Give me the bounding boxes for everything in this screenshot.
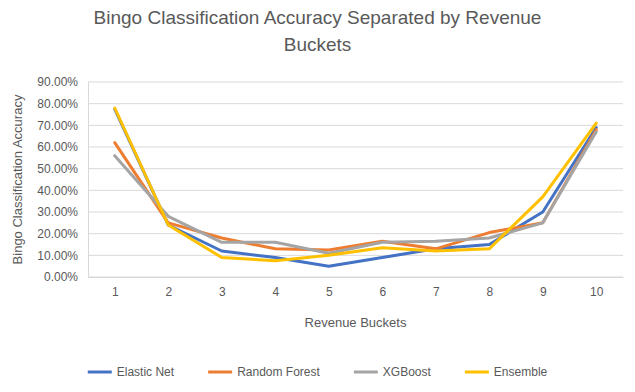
x-tick: 7 [433, 277, 440, 299]
grid-line [88, 103, 623, 104]
x-axis-title: Revenue Buckets [305, 315, 407, 330]
y-tick: 70.00% [37, 119, 88, 133]
x-tick: 3 [219, 277, 226, 299]
y-tick-label: 70.00% [37, 119, 78, 133]
legend-label: Random Forest [237, 365, 320, 379]
x-tick-label: 7 [433, 285, 440, 299]
y-tick: 20.00% [37, 227, 88, 241]
y-tick-label: 80.00% [37, 97, 78, 111]
chart-svg: 0.00% 10.00% 20.00% 30.00% 40.00% 50.00% 60.00… [0, 0, 635, 392]
x-tick-label: 9 [540, 285, 547, 299]
x-axis-line [89, 277, 624, 278]
grid [88, 82, 623, 277]
y-tick-label: 20.00% [37, 227, 78, 241]
x-tick: 4 [272, 277, 279, 299]
x-tick: 8 [486, 277, 493, 299]
legend-item: Elastic Net [88, 365, 175, 379]
y-tick-label: 60.00% [37, 140, 78, 154]
x-tick: 2 [165, 277, 172, 299]
y-tick-label: 90.00% [37, 75, 78, 89]
y-tick: 50.00% [37, 162, 88, 176]
y-axis: 0.00% 10.00% 20.00% 30.00% 40.00% 50.00% 60.00… [37, 75, 88, 284]
grid-line [88, 125, 623, 126]
series-line [115, 109, 597, 266]
chart-container: 0.00% 10.00% 20.00% 30.00% 40.00% 50.00% 60.00… [0, 0, 635, 392]
legend-swatch [208, 371, 232, 374]
y-tick: 60.00% [37, 140, 88, 154]
y-tick: 30.00% [37, 205, 88, 219]
y-tick: 10.00% [37, 249, 88, 263]
y-axis-title: Bingo Classification Accuracy [10, 94, 25, 264]
grid-line [88, 168, 623, 169]
legend-swatch [88, 371, 112, 374]
legend-item: XGBoost [354, 365, 432, 379]
x-tick-label: 8 [486, 285, 493, 299]
x-tick: 10 [590, 277, 604, 299]
legend-swatch [354, 371, 378, 374]
grid-line [88, 233, 623, 234]
series-line [115, 108, 597, 261]
y-tick: 80.00% [37, 97, 88, 111]
x-tick-label: 5 [326, 285, 333, 299]
y-tick-label: 50.00% [37, 162, 78, 176]
y-tick-label: 30.00% [37, 205, 78, 219]
x-tick-label: 6 [379, 285, 386, 299]
x-tick: 1 [112, 277, 119, 299]
series-line [115, 130, 597, 250]
legend-item: Random Forest [208, 365, 320, 379]
y-tick: 40.00% [37, 184, 88, 198]
legend-item: Ensemble [465, 365, 548, 379]
title-line: Bingo Classification Accuracy Separated … [94, 7, 542, 28]
x-tick: 6 [379, 277, 386, 299]
grid-line [88, 277, 623, 278]
y-tick-label: 10.00% [37, 249, 78, 263]
y-tick: 90.00% [37, 75, 88, 89]
legend-label: Elastic Net [117, 365, 175, 379]
y-tick: 0.00% [44, 270, 88, 284]
x-tick-label: 3 [219, 285, 226, 299]
x-tick-label: 1 [112, 285, 119, 299]
title-line: Buckets [284, 34, 352, 55]
x-tick: 9 [540, 277, 547, 299]
grid-line [88, 82, 623, 83]
legend: Elastic Net Random Forest XGBoost Ensemble [88, 365, 548, 379]
x-axis: 1 2 3 4 5 6 7 8 9 10 [89, 277, 624, 299]
legend-label: Ensemble [494, 365, 548, 379]
x-tick-label: 2 [165, 285, 172, 299]
grid-line [88, 255, 623, 256]
x-tick-label: 10 [590, 285, 604, 299]
chart-title: Bingo Classification Accuracy Separated … [94, 7, 542, 55]
y-tick-label: 0.00% [44, 270, 78, 284]
y-axis-line [88, 83, 89, 278]
grid-line [88, 190, 623, 191]
x-tick: 5 [326, 277, 333, 299]
series-lines [115, 108, 597, 266]
legend-swatch [465, 371, 489, 374]
x-tick-label: 4 [272, 285, 279, 299]
legend-label: XGBoost [383, 365, 432, 379]
y-tick-label: 40.00% [37, 184, 78, 198]
plot-area: 0.00% 10.00% 20.00% 30.00% 40.00% 50.00% 60.00… [37, 75, 623, 298]
grid-line [88, 147, 623, 148]
